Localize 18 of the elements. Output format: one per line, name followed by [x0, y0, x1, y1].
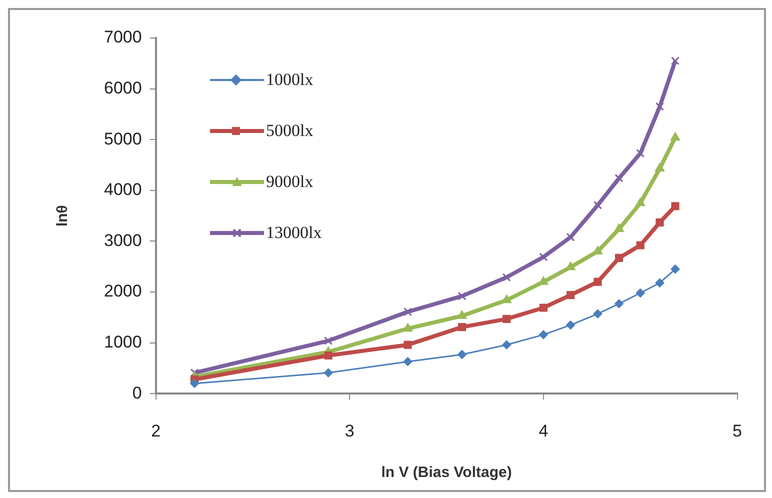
legend-label: 5000lx: [266, 121, 314, 141]
legend-label: 9000lx: [266, 172, 314, 192]
y-axis-title: lnθ: [54, 205, 72, 227]
y-tick-label: 0: [132, 383, 142, 402]
y-tick-label: 6000: [104, 78, 142, 98]
y-tick-label: 7000: [104, 28, 142, 47]
x-tick-label: 5: [732, 421, 742, 440]
legend-label: 1000lx: [266, 70, 314, 90]
y-tick-label: 3000: [104, 230, 142, 250]
x-tick-label: 3: [344, 421, 354, 440]
legend-label: 13000lx: [266, 223, 322, 243]
y-tick-label: 5000: [104, 129, 142, 148]
y-tick-label: 1000: [104, 332, 142, 352]
x-axis-title: ln V (Bias Voltage): [381, 464, 512, 482]
x-tick-label: 2: [151, 421, 161, 440]
y-tick-label: 4000: [104, 180, 142, 200]
x-tick-label: 4: [538, 421, 548, 440]
y-tick-label: 2000: [104, 282, 142, 301]
